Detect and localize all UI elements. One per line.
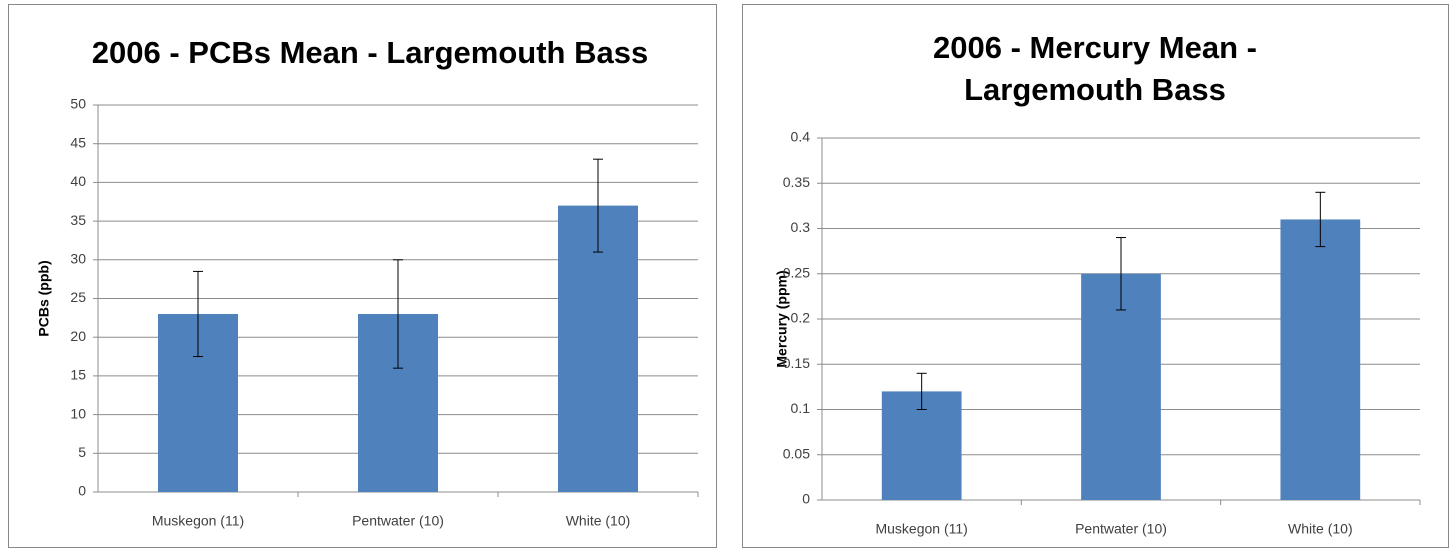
- x-tick-label: White (10): [566, 513, 631, 529]
- x-tick-label: Pentwater (10): [1075, 521, 1167, 537]
- y-tick-label: 0.05: [783, 445, 810, 461]
- y-tick-label: 0.2: [791, 310, 811, 326]
- y-tick-label: 20: [70, 328, 86, 344]
- chart-title: Largemouth Bass: [964, 72, 1226, 107]
- y-tick-label: 45: [70, 134, 86, 150]
- y-tick-label: 50: [70, 96, 86, 112]
- y-tick-label: 0.3: [791, 219, 811, 235]
- chart-title: 2006 - Mercury Mean -: [933, 30, 1257, 65]
- bar: [558, 205, 638, 492]
- y-tick-label: 0.15: [783, 355, 810, 371]
- y-tick-label: 0.25: [783, 264, 810, 280]
- y-axis-title: Mercury (ppm): [774, 270, 790, 367]
- y-axis-title: PCBs (ppb): [36, 260, 52, 336]
- x-tick-label: Muskegon (11): [875, 521, 967, 537]
- x-tick-label: Pentwater (10): [352, 513, 444, 529]
- y-tick-label: 0: [802, 491, 810, 507]
- y-tick-label: 0.35: [783, 174, 810, 190]
- y-tick-label: 0.1: [791, 400, 811, 416]
- y-tick-label: 5: [78, 444, 86, 460]
- y-tick-label: 15: [70, 367, 86, 383]
- y-tick-label: 30: [70, 251, 86, 267]
- bar: [1081, 273, 1161, 500]
- y-tick-label: 40: [70, 173, 86, 189]
- chart-title: 2006 - PCBs Mean - Largemouth Bass: [92, 35, 648, 70]
- bar: [1280, 219, 1361, 500]
- x-tick-label: White (10): [1288, 521, 1353, 537]
- y-tick-label: 35: [70, 212, 86, 228]
- x-tick-label: Muskegon (11): [152, 513, 244, 529]
- y-tick-label: 10: [70, 405, 86, 421]
- y-tick-label: 0.4: [791, 129, 811, 145]
- y-tick-label: 0: [78, 483, 86, 499]
- y-tick-label: 25: [70, 289, 86, 305]
